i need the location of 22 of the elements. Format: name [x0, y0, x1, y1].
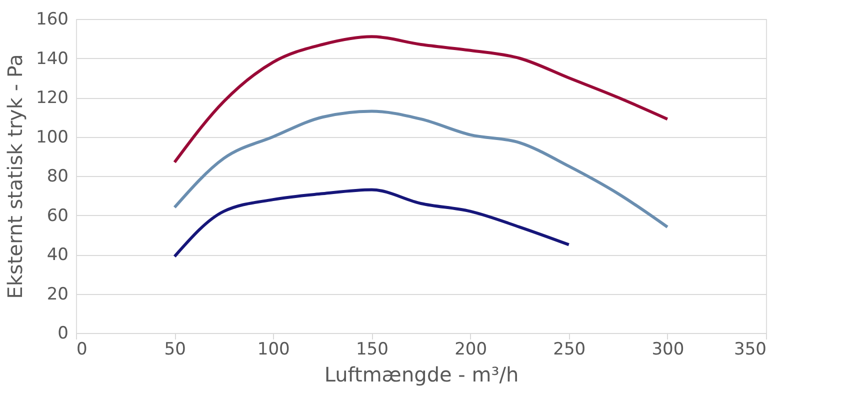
- x-tick-label: 150: [356, 340, 388, 360]
- x-tick-label: 200: [454, 340, 488, 360]
- y-tick-label: 20: [46, 284, 68, 304]
- y-tick-label: 40: [46, 245, 68, 265]
- x-tick-label: 100: [257, 340, 290, 360]
- x-tick-label: 350: [734, 340, 766, 360]
- y-tick-label: 160: [36, 10, 68, 30]
- y-tick-label: 80: [46, 166, 68, 186]
- y-tick-label: 100: [36, 127, 68, 148]
- y-axis-title: Eksternt statisk tryk - Pa: [3, 54, 28, 299]
- x-tick-label: 300: [652, 340, 684, 360]
- x-axis-title: Luftmængde - m³/h: [324, 362, 519, 386]
- y-tick-label: 140: [36, 48, 68, 69]
- line-series: [173, 35, 669, 164]
- x-tick-label: 250: [553, 340, 586, 360]
- y-tick-label: 120: [36, 88, 68, 108]
- y-tick-label: 60: [46, 206, 68, 226]
- line-series: [173, 110, 669, 229]
- x-tick-label: 0: [76, 340, 88, 360]
- y-tick-label: 0: [58, 324, 68, 344]
- line-series: [173, 188, 570, 258]
- x-tick-label: 50: [164, 340, 186, 360]
